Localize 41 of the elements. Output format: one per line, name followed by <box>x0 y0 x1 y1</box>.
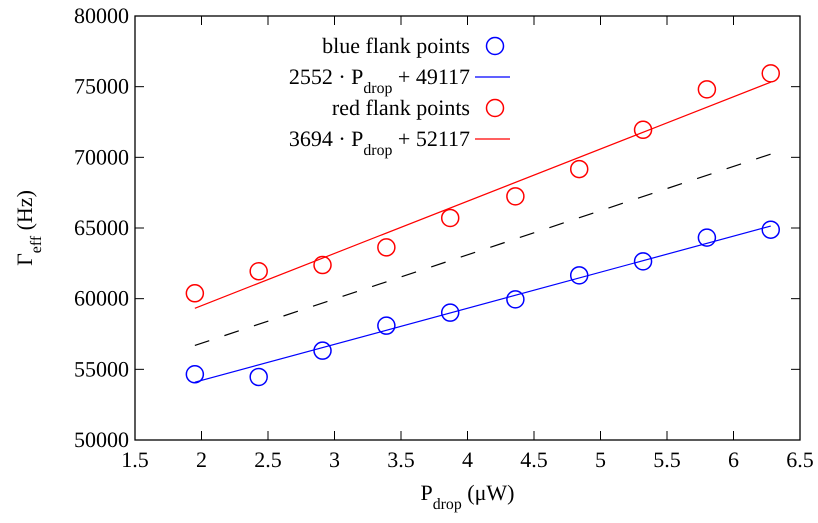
y-tick-label: 70000 <box>74 144 129 170</box>
x-tick-label: 5.5 <box>653 447 681 472</box>
legend-label: 3694 · P$_{drop}$ + 52117 <box>288 126 470 158</box>
point <box>249 368 268 386</box>
point <box>249 262 268 280</box>
point <box>377 238 396 257</box>
point <box>761 220 780 239</box>
y-tick-label: 75000 <box>74 74 129 99</box>
point <box>634 120 652 140</box>
point <box>506 290 525 309</box>
point <box>506 187 525 206</box>
point <box>440 303 460 322</box>
x-tick-label: 6.5 <box>786 447 814 472</box>
x-tick-label: 2 <box>196 447 207 472</box>
point <box>570 160 588 178</box>
x-tick-label: 6 <box>728 447 739 472</box>
point <box>186 284 204 303</box>
point <box>570 266 588 285</box>
y-tick-label: 60000 <box>74 286 129 311</box>
x-tick-label: 4 <box>462 447 473 472</box>
x-tick-label: 5 <box>595 447 606 472</box>
legend-label: red flank points <box>332 95 470 120</box>
x-tick-label: 3.5 <box>387 447 415 472</box>
x-tick-label: 2.5 <box>254 447 282 472</box>
point <box>634 252 652 271</box>
point <box>186 365 204 384</box>
point <box>313 256 332 274</box>
point <box>377 316 396 335</box>
y-tick-label: 80000 <box>74 3 129 28</box>
point <box>698 228 716 247</box>
y-tick-label: 55000 <box>74 356 129 382</box>
point <box>761 64 780 83</box>
point <box>698 80 716 99</box>
x-tick-label: 4.5 <box>520 447 548 472</box>
x-axis-title: P$_{drop}$ (μW) <box>420 480 514 512</box>
legend-label: blue flank points <box>322 33 470 58</box>
x-tick-label: 3 <box>329 447 340 472</box>
y-tick-label: 65000 <box>74 215 129 240</box>
point <box>313 341 332 360</box>
legend-label: 2552 · P$_{drop}$ + 49117 <box>288 64 470 96</box>
point <box>440 208 460 228</box>
